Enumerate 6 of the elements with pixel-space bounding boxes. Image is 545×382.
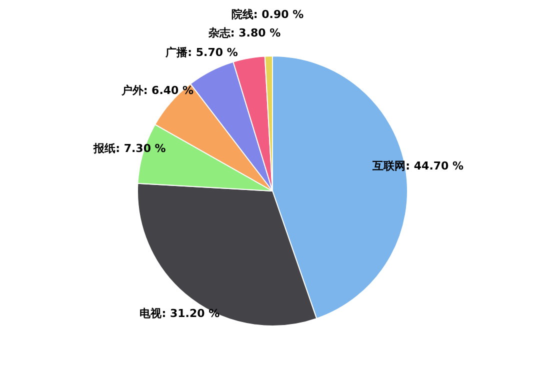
slice-label: 院线: 0.90 % <box>231 8 304 22</box>
slice-label: 广播: 5.70 % <box>164 46 238 60</box>
slice-label: 杂志: 3.80 % <box>207 26 281 40</box>
slice-label: 互联网: 44.70 % <box>372 160 464 173</box>
slice-label: 报纸: 7.30 % <box>92 142 166 156</box>
slice-label: 户外: 6.40 % <box>120 84 194 97</box>
